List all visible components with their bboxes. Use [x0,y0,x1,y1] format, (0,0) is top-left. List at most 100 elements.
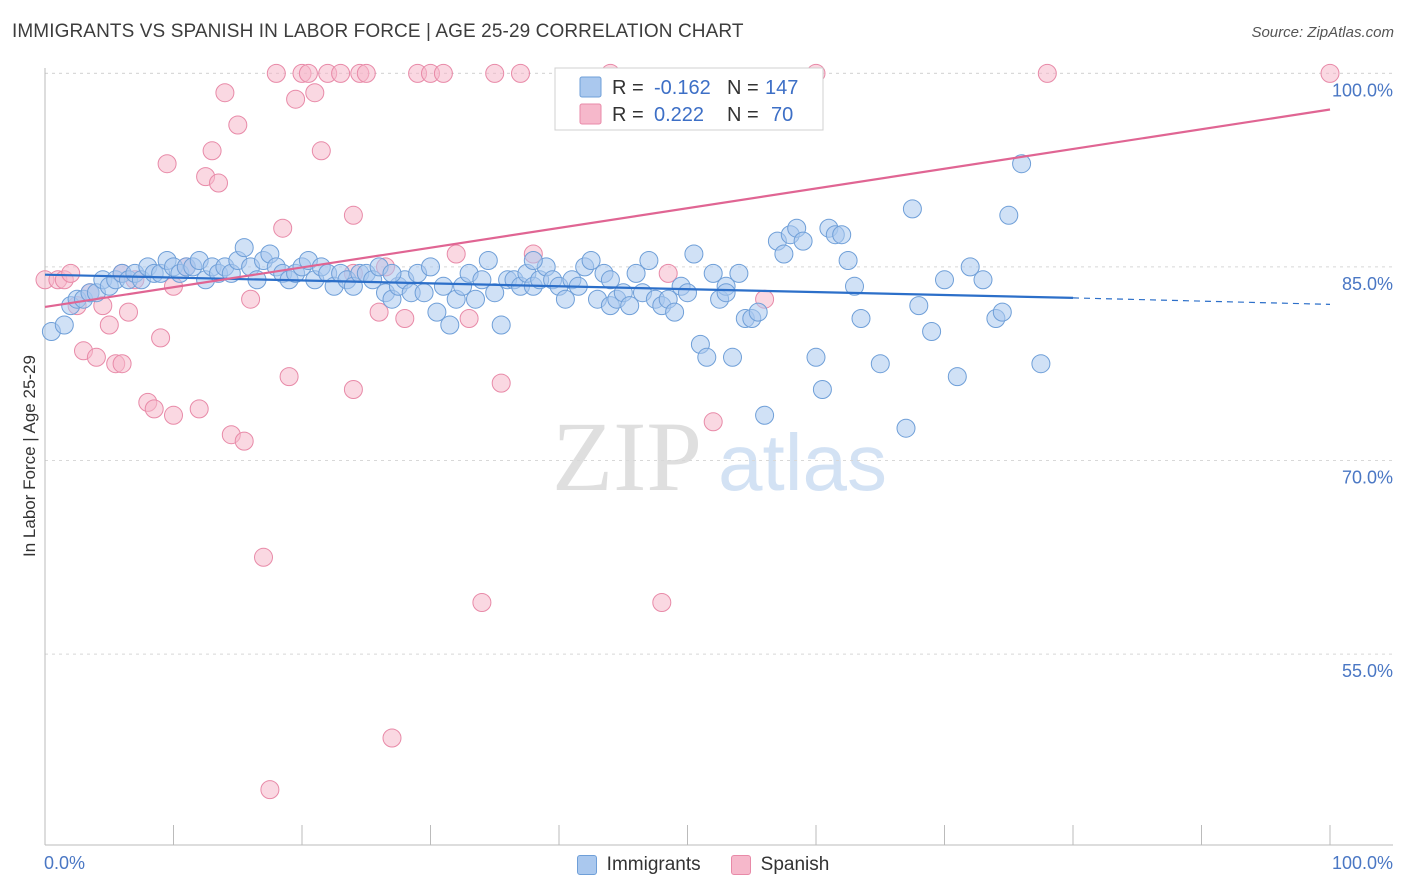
immigrants-legend-label: Immigrants [606,854,701,875]
immigrants-point [992,302,1012,322]
immigrants-point [960,257,980,277]
spanish-point [395,309,415,328]
immigrants-point [234,238,254,258]
immigrants-point [909,296,929,316]
x-axis-ticks [44,825,1331,845]
legend-swatch-spanish [579,103,602,125]
immigrants-point [600,270,620,290]
spanish-point [511,63,530,83]
spanish-point [472,593,492,612]
spanish-point [157,154,177,174]
immigrants-point [922,322,942,341]
spanish-point [119,302,138,322]
immigrants-point [697,347,717,367]
legend-item-spanish[interactable]: Spanish [730,851,829,879]
immigrants-point [851,309,871,328]
legend-spanish-n-label: N = [727,104,759,126]
spanish-point [144,399,164,419]
immigrants-point [665,302,685,322]
y-axis-label: In Labor Force | Age 25-29 [20,355,39,557]
immigrants-point [382,263,402,283]
spanish-point [356,63,376,83]
immigrants-point [812,380,832,399]
immigrants-point [1031,354,1051,374]
legend-immigrants-n-value: 147 [765,77,798,99]
spanish-point [202,141,222,161]
immigrants-point [433,276,453,296]
spanish-point [658,263,678,283]
spanish-point [228,115,248,135]
immigrants-point [774,244,794,264]
spanish-point [215,83,235,103]
legend-spanish-r-value: 0.222 [654,104,704,126]
immigrants-point [838,251,858,270]
immigrants-trend-extension [1072,297,1331,305]
immigrants-point [896,418,916,438]
chart-title: IMMIGRANTS VS SPANISH IN LABOR FORCE | A… [12,21,744,42]
spanish-point [86,347,106,367]
spanish-point [331,63,351,83]
immigrants-point [716,283,736,303]
spanish-point [446,244,466,264]
spanish-point [343,205,363,225]
spanish-point [1037,63,1057,83]
spanish-point [382,728,402,748]
immigrants-point [491,315,511,335]
immigrants-point [935,270,954,290]
immigrants-points [41,154,1051,438]
immigrants-point [947,367,967,387]
immigrants-point [870,354,890,374]
correlation-legend: R = -0.162 N = 147 R = 0.222 N = 70 [554,67,824,131]
y-tick-label: 100.0% [1332,80,1393,100]
spanish-point [485,63,505,83]
legend-immigrants-n-label: N = [727,77,759,99]
spanish-point [459,309,479,328]
legend-spanish-r-label: R = [612,104,644,126]
immigrants-point [755,405,775,425]
immigrants-trend-line [44,273,1074,299]
series-legend: Immigrants Spanish [0,851,1406,879]
y-tick-label: 55.0% [1342,661,1393,681]
immigrants-point [485,283,505,303]
watermark-atlas: atlas [718,418,887,507]
spanish-trend-line [44,108,1331,309]
legend-item-immigrants[interactable]: Immigrants [576,851,701,879]
immigrants-point [902,199,922,219]
immigrants-point [555,289,575,309]
spanish-swatch [730,855,751,875]
immigrants-point [440,315,460,335]
spanish-point [286,89,306,109]
spanish-point [1320,63,1340,83]
immigrants-point [421,257,440,277]
spanish-point [652,593,672,612]
immigrants-point [973,270,993,290]
spanish-point [151,328,171,348]
y-tick-labels: 55.0% 70.0% 85.0% 100.0% [1332,80,1393,681]
spanish-point [254,547,273,567]
spanish-point [343,380,363,399]
immigrants-point [581,251,601,270]
spanish-point [298,63,318,83]
spanish-point [279,367,299,387]
immigrants-point [729,263,749,283]
spanish-point [234,431,254,451]
spanish-point [241,289,261,309]
immigrants-point [684,244,704,264]
legend-spanish-n-value: 70 [771,104,793,126]
spanish-point [703,412,723,432]
immigrants-point [723,347,742,367]
x-tick-label-min: 0.0% [44,853,85,873]
immigrants-point [832,225,852,245]
y-tick-label: 85.0% [1342,274,1393,294]
legend-immigrants-r-label: R = [612,77,644,99]
spanish-point [305,83,325,103]
spanish-points [35,63,1340,800]
spanish-point [99,315,119,335]
legend-swatch-immigrants [579,76,602,98]
immigrants-point [793,231,813,251]
watermark: ZIP atlas [552,401,887,512]
immigrants-point [748,302,768,322]
y-tick-label: 70.0% [1342,468,1393,488]
immigrants-point [478,251,498,270]
